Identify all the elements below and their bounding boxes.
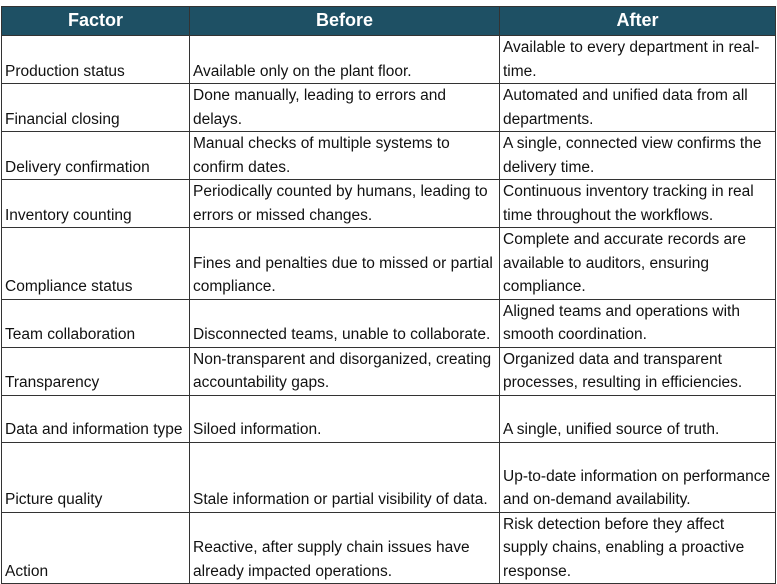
after-cell: Automated and unified data from all depa… bbox=[499, 83, 776, 132]
table-row: Data and information type Siloed informa… bbox=[1, 394, 776, 443]
table-row: Action Reactive, after supply chain issu… bbox=[1, 511, 776, 584]
before-cell: Manual checks of multiple systems to con… bbox=[189, 131, 500, 180]
before-cell: Done manually, leading to errors and del… bbox=[189, 83, 500, 132]
before-cell: Stale information or partial visibility … bbox=[189, 441, 500, 513]
after-cell: A single, unified source of truth. bbox=[499, 394, 776, 443]
factor-cell: Transparency bbox=[1, 346, 190, 396]
table-row: Inventory counting Periodically counted … bbox=[1, 179, 776, 228]
before-cell: Available only on the plant floor. bbox=[189, 35, 500, 84]
header-before: Before bbox=[189, 6, 500, 36]
table-row: Financial closing Done manually, leading… bbox=[1, 83, 776, 132]
before-cell: Disconnected teams, unable to collaborat… bbox=[189, 298, 500, 348]
after-cell: Complete and accurate records are availa… bbox=[499, 227, 776, 300]
factor-cell: Team collaboration bbox=[1, 298, 190, 348]
factor-cell: Data and information type bbox=[1, 394, 190, 443]
before-cell: Siloed information. bbox=[189, 394, 500, 443]
factor-cell: Production status bbox=[1, 35, 190, 84]
after-cell: Up-to-date information on performance an… bbox=[499, 441, 776, 513]
factor-cell: Financial closing bbox=[1, 83, 190, 132]
table-row: Picture quality Stale information or par… bbox=[1, 441, 776, 513]
factor-cell: Delivery confirmation bbox=[1, 131, 190, 180]
table-row: Delivery confirmation Manual checks of m… bbox=[1, 131, 776, 180]
header-after: After bbox=[499, 6, 776, 36]
factor-cell: Action bbox=[1, 511, 190, 584]
before-cell: Periodically counted by humans, leading … bbox=[189, 179, 500, 228]
table-header: Factor Before After bbox=[1, 6, 776, 36]
before-cell: Reactive, after supply chain issues have… bbox=[189, 511, 500, 584]
table-row: Team collaboration Disconnected teams, u… bbox=[1, 298, 776, 348]
after-cell: Organized data and transparent processes… bbox=[499, 346, 776, 396]
factor-cell: Compliance status bbox=[1, 227, 190, 300]
header-row: Factor Before After bbox=[1, 6, 776, 36]
header-factor: Factor bbox=[1, 6, 190, 36]
before-cell: Non-transparent and disorganized, creati… bbox=[189, 346, 500, 396]
factor-cell: Inventory counting bbox=[1, 179, 190, 228]
table-row: Production status Available only on the … bbox=[1, 35, 776, 84]
before-cell: Fines and penalties due to missed or par… bbox=[189, 227, 500, 300]
table-row: Compliance status Fines and penalties du… bbox=[1, 227, 776, 300]
after-cell: Available to every department in real-ti… bbox=[499, 35, 776, 84]
table-body: Production status Available only on the … bbox=[1, 35, 776, 584]
table-row: Transparency Non-transparent and disorga… bbox=[1, 346, 776, 396]
after-cell: Aligned teams and operations with smooth… bbox=[499, 298, 776, 348]
comparison-table: Factor Before After Production status Av… bbox=[1, 6, 776, 584]
after-cell: Risk detection before they affect supply… bbox=[499, 511, 776, 584]
after-cell: A single, connected view confirms the de… bbox=[499, 131, 776, 180]
after-cell: Continuous inventory tracking in real ti… bbox=[499, 179, 776, 228]
factor-cell: Picture quality bbox=[1, 441, 190, 513]
